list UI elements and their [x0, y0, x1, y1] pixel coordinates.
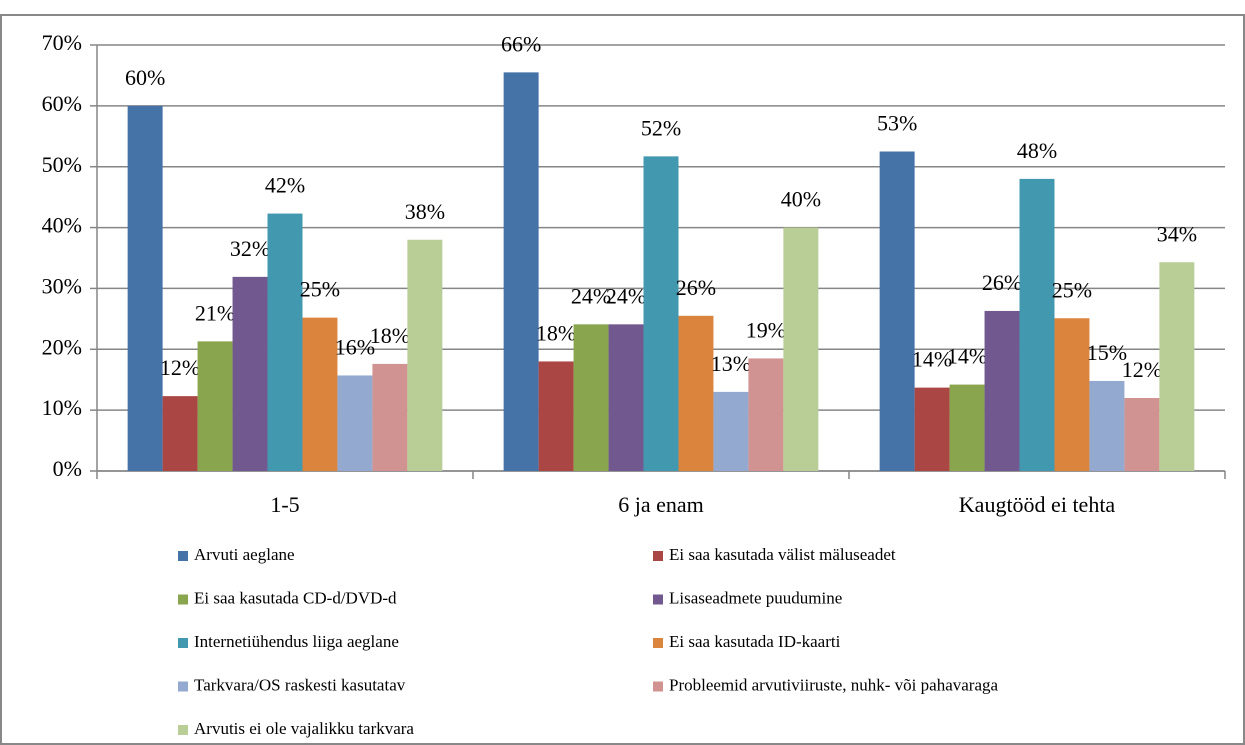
legend-swatch — [178, 725, 188, 735]
bar — [337, 375, 373, 471]
legend-label: Ei saa kasutada välist mäluseadet — [669, 545, 896, 564]
bar — [162, 396, 198, 471]
legend-swatch — [653, 681, 663, 692]
bar — [608, 324, 644, 471]
bar — [1159, 262, 1195, 471]
x-tick-label: 1-5 — [270, 492, 299, 517]
data-label: 53% — [877, 111, 917, 136]
bar — [879, 151, 915, 471]
data-label: 32% — [230, 236, 270, 261]
bar — [302, 317, 338, 471]
data-label: 40% — [781, 187, 821, 212]
x-tick-label: Kaugtööd ei tehta — [959, 492, 1116, 517]
legend-label: Ei saa kasutada ID-kaarti — [669, 632, 841, 651]
legend-label: Internetiühendus liiga aeglane — [194, 632, 399, 651]
data-label: 16% — [335, 335, 375, 360]
data-label: 14% — [912, 347, 952, 372]
data-label: 18% — [536, 321, 576, 346]
bar — [503, 72, 539, 471]
y-tick-label: 10% — [42, 395, 82, 420]
legend-label: Ei saa kasutada CD-d/DVD-d — [194, 588, 397, 607]
data-label: 14% — [947, 344, 987, 369]
bar — [407, 239, 443, 471]
y-tick-label: 20% — [42, 334, 82, 359]
bar — [713, 391, 749, 471]
y-tick-label: 50% — [42, 152, 82, 177]
y-tick-label: 0% — [53, 456, 82, 481]
bar — [678, 315, 714, 471]
legend-label: Lisaseadmete puudumine — [669, 588, 842, 607]
bar — [783, 227, 819, 471]
legend-swatch — [653, 594, 663, 605]
data-label: 26% — [676, 275, 716, 300]
legend-swatch — [178, 551, 188, 561]
legend-swatch — [178, 681, 188, 692]
bar — [914, 387, 950, 471]
legend-label: Arvutis ei ole vajalikku tarkvara — [194, 719, 414, 738]
data-label: 24% — [606, 283, 646, 308]
data-label: 26% — [982, 270, 1022, 295]
bar — [643, 156, 679, 471]
legend-swatch — [178, 594, 188, 605]
data-label: 48% — [1017, 138, 1057, 163]
y-tick-label: 40% — [42, 213, 82, 238]
bar — [267, 213, 303, 471]
data-label: 18% — [370, 323, 410, 348]
data-label: 24% — [571, 283, 611, 308]
bar — [538, 361, 574, 471]
legend-swatch — [653, 551, 663, 561]
bar — [1089, 380, 1125, 471]
bar — [748, 358, 784, 471]
data-label: 25% — [300, 277, 340, 302]
bar — [949, 384, 985, 471]
bar — [197, 341, 233, 471]
data-label: 12% — [160, 355, 200, 380]
y-tick-label: 60% — [42, 91, 82, 116]
bar — [1124, 397, 1160, 471]
data-label: 42% — [265, 173, 305, 198]
legend-swatch — [653, 638, 663, 648]
data-label: 13% — [711, 351, 751, 376]
data-label: 52% — [641, 115, 681, 140]
y-tick-label: 30% — [42, 273, 82, 298]
bar — [232, 276, 268, 471]
data-label: 60% — [125, 65, 165, 90]
data-label: 15% — [1087, 340, 1127, 365]
bar — [127, 105, 163, 471]
data-label: 21% — [195, 300, 235, 325]
bar — [984, 310, 1020, 471]
bar — [372, 363, 408, 471]
bar — [1019, 178, 1055, 471]
data-label: 66% — [501, 31, 541, 56]
x-tick-label: 6 ja enam — [618, 492, 704, 517]
bar — [1054, 318, 1090, 471]
legend-label: Probleemid arvutiviiruste, nuhk- või pah… — [669, 675, 998, 694]
bar — [573, 324, 609, 471]
legend-swatch — [178, 638, 188, 648]
data-label: 19% — [746, 317, 786, 342]
legend-label: Tarkvara/OS raskesti kasutatav — [194, 675, 406, 694]
data-label: 38% — [405, 199, 445, 224]
data-label: 34% — [1157, 221, 1197, 246]
legend-label: Arvuti aeglane — [194, 545, 295, 564]
data-label: 25% — [1052, 277, 1092, 302]
y-tick-label: 70% — [42, 30, 82, 55]
data-label: 12% — [1122, 357, 1162, 382]
